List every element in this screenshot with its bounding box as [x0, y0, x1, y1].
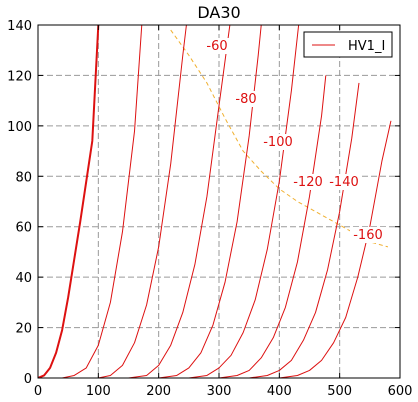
curve-minus-100	[188, 25, 300, 378]
y-tick-label: 80	[15, 170, 32, 185]
curve-minus-20	[62, 25, 143, 378]
curve-minus-160	[279, 120, 392, 378]
y-tick-label: 20	[15, 322, 32, 337]
legend: HV1_I	[303, 31, 393, 58]
curve-label: -160	[353, 228, 383, 243]
curve-minus-120	[218, 75, 327, 378]
axes: 0 100 200 300 400 500 600 0 20 40 60 80 100 120 140	[7, 19, 412, 399]
curve-minus-140	[249, 82, 360, 378]
x-tick-label: 100	[86, 384, 111, 399]
y-tick-label: 100	[7, 120, 32, 135]
x-tick-label: 300	[207, 384, 232, 399]
curves	[38, 25, 392, 378]
y-tick-label: 40	[15, 271, 32, 286]
x-tick-label: 600	[388, 384, 413, 399]
grid	[38, 25, 400, 378]
x-tick-label: 400	[267, 384, 292, 399]
load-line	[170, 29, 389, 248]
load-line-path	[170, 29, 389, 248]
curve-label-bg	[290, 174, 326, 190]
curve-minus-60	[128, 25, 231, 378]
curve-label-bg	[228, 91, 264, 107]
y-tick-label: 120	[7, 69, 32, 84]
curve-label: -80	[235, 92, 256, 107]
y-tick-label: 140	[7, 19, 32, 34]
x-tick-label: 0	[34, 384, 42, 399]
y-tick-label: 60	[15, 221, 32, 236]
curve-label-bg	[199, 38, 235, 54]
curve-labels: -60 -80 -100 -120 -140 -160	[199, 38, 386, 243]
curve-label-bg	[350, 227, 386, 243]
y-tick-label: 0	[24, 372, 32, 387]
curve-minus-40	[98, 25, 187, 378]
curve-label: -60	[206, 39, 227, 54]
legend-label: HV1_I	[348, 39, 385, 54]
chart-title: DA30	[197, 3, 240, 22]
curve-label: -140	[329, 175, 359, 190]
x-tick-label: 500	[327, 384, 352, 399]
curve-label: -100	[263, 135, 293, 150]
curve-label-bg	[326, 174, 362, 190]
x-tick-label: 200	[146, 384, 171, 399]
curve-0	[38, 25, 100, 378]
curve-label-bg	[260, 134, 296, 150]
curve-label: -120	[293, 175, 323, 190]
